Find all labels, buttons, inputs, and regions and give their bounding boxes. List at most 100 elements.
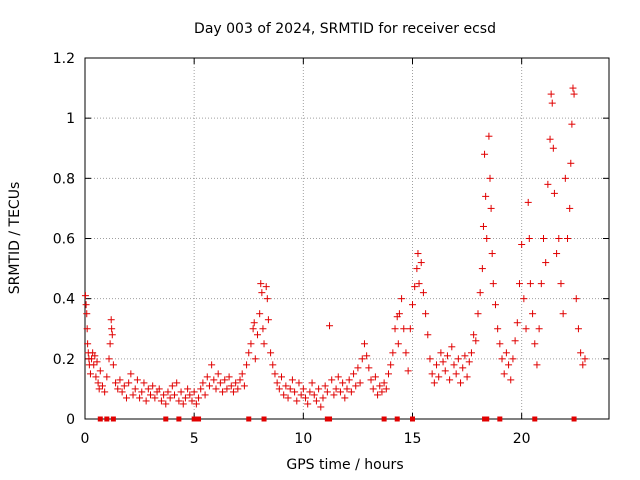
data-point <box>195 394 203 402</box>
zero-marker <box>163 416 169 422</box>
data-point <box>240 382 248 390</box>
data-point <box>389 349 397 357</box>
data-point <box>424 331 432 339</box>
data-point <box>229 388 237 396</box>
data-point <box>513 319 521 327</box>
data-point <box>297 391 305 399</box>
y-tick-label: 0.4 <box>53 292 75 308</box>
data-point <box>402 349 410 357</box>
x-tick-label: 0 <box>81 431 90 447</box>
data-point <box>336 388 344 396</box>
data-point <box>404 367 412 375</box>
data-point <box>398 295 406 303</box>
data-point <box>166 394 174 402</box>
data-point <box>350 370 358 378</box>
data-point <box>291 388 299 396</box>
data-point <box>147 391 154 399</box>
data-point <box>411 283 419 291</box>
data-point <box>463 373 471 381</box>
data-point <box>114 385 122 393</box>
data-point <box>312 397 320 405</box>
data-point <box>236 376 244 384</box>
data-point <box>354 364 362 372</box>
data-point <box>203 373 211 381</box>
data-point <box>422 310 430 318</box>
data-point <box>343 385 351 393</box>
data-point <box>205 382 213 390</box>
data-point <box>505 361 513 369</box>
zero-marker <box>104 416 110 422</box>
data-point <box>108 325 116 333</box>
data-point <box>467 349 475 357</box>
data-point <box>553 250 561 258</box>
data-point <box>548 99 556 107</box>
data-point <box>550 189 558 197</box>
y-tick-label: 0.8 <box>53 171 75 187</box>
chart-title: Day 003 of 2024, SRMTID for receiver ecs… <box>194 21 496 37</box>
data-point <box>502 349 510 357</box>
data-point <box>391 325 399 333</box>
data-point <box>96 367 104 375</box>
data-point <box>116 376 124 384</box>
data-point <box>533 361 541 369</box>
data-point <box>271 370 279 378</box>
zero-marker <box>497 416 503 422</box>
data-point <box>430 379 438 387</box>
zero-marker <box>394 416 400 422</box>
data-point <box>92 373 100 381</box>
data-point <box>494 325 502 333</box>
data-point <box>133 376 141 384</box>
data-point <box>454 355 462 363</box>
data-point <box>306 388 314 396</box>
data-point <box>168 382 176 390</box>
data-point <box>433 361 441 369</box>
data-point <box>109 361 117 369</box>
data-point <box>515 280 523 288</box>
data-point <box>413 265 421 273</box>
data-point <box>483 235 491 242</box>
data-point <box>256 310 264 318</box>
zero-marker <box>410 416 415 422</box>
data-point <box>549 144 557 152</box>
data-point <box>406 325 414 333</box>
data-point <box>496 340 504 348</box>
data-point <box>488 250 496 258</box>
data-point <box>210 376 218 384</box>
data-point <box>225 373 233 381</box>
data-point <box>98 382 106 390</box>
data-point <box>136 394 144 402</box>
data-point <box>106 340 114 348</box>
data-point <box>579 361 587 369</box>
data-point <box>310 391 318 399</box>
data-point <box>478 265 486 273</box>
data-point <box>380 379 388 387</box>
data-point <box>267 349 275 357</box>
data-point <box>214 370 222 378</box>
x-axis-label: GPS time / hours <box>286 457 403 473</box>
data-point <box>160 391 168 399</box>
data-point <box>243 361 251 369</box>
data-point <box>164 388 172 396</box>
data-point <box>378 388 386 396</box>
data-point <box>450 361 458 369</box>
data-points <box>81 84 589 422</box>
data-point <box>323 388 331 396</box>
y-tick-label: 0 <box>66 412 75 428</box>
data-point <box>258 289 266 297</box>
data-point <box>173 379 181 387</box>
data-point <box>251 355 259 363</box>
data-point <box>263 295 271 303</box>
data-point <box>245 349 253 357</box>
data-point <box>299 385 307 393</box>
data-point <box>269 361 277 369</box>
data-point <box>417 259 425 267</box>
data-point <box>227 382 235 390</box>
data-point <box>371 373 379 381</box>
data-point <box>414 250 422 258</box>
data-point <box>374 391 382 399</box>
data-point <box>149 382 157 390</box>
data-point <box>140 379 148 387</box>
data-point <box>308 379 316 387</box>
data-point <box>86 370 94 378</box>
data-point <box>535 325 543 333</box>
